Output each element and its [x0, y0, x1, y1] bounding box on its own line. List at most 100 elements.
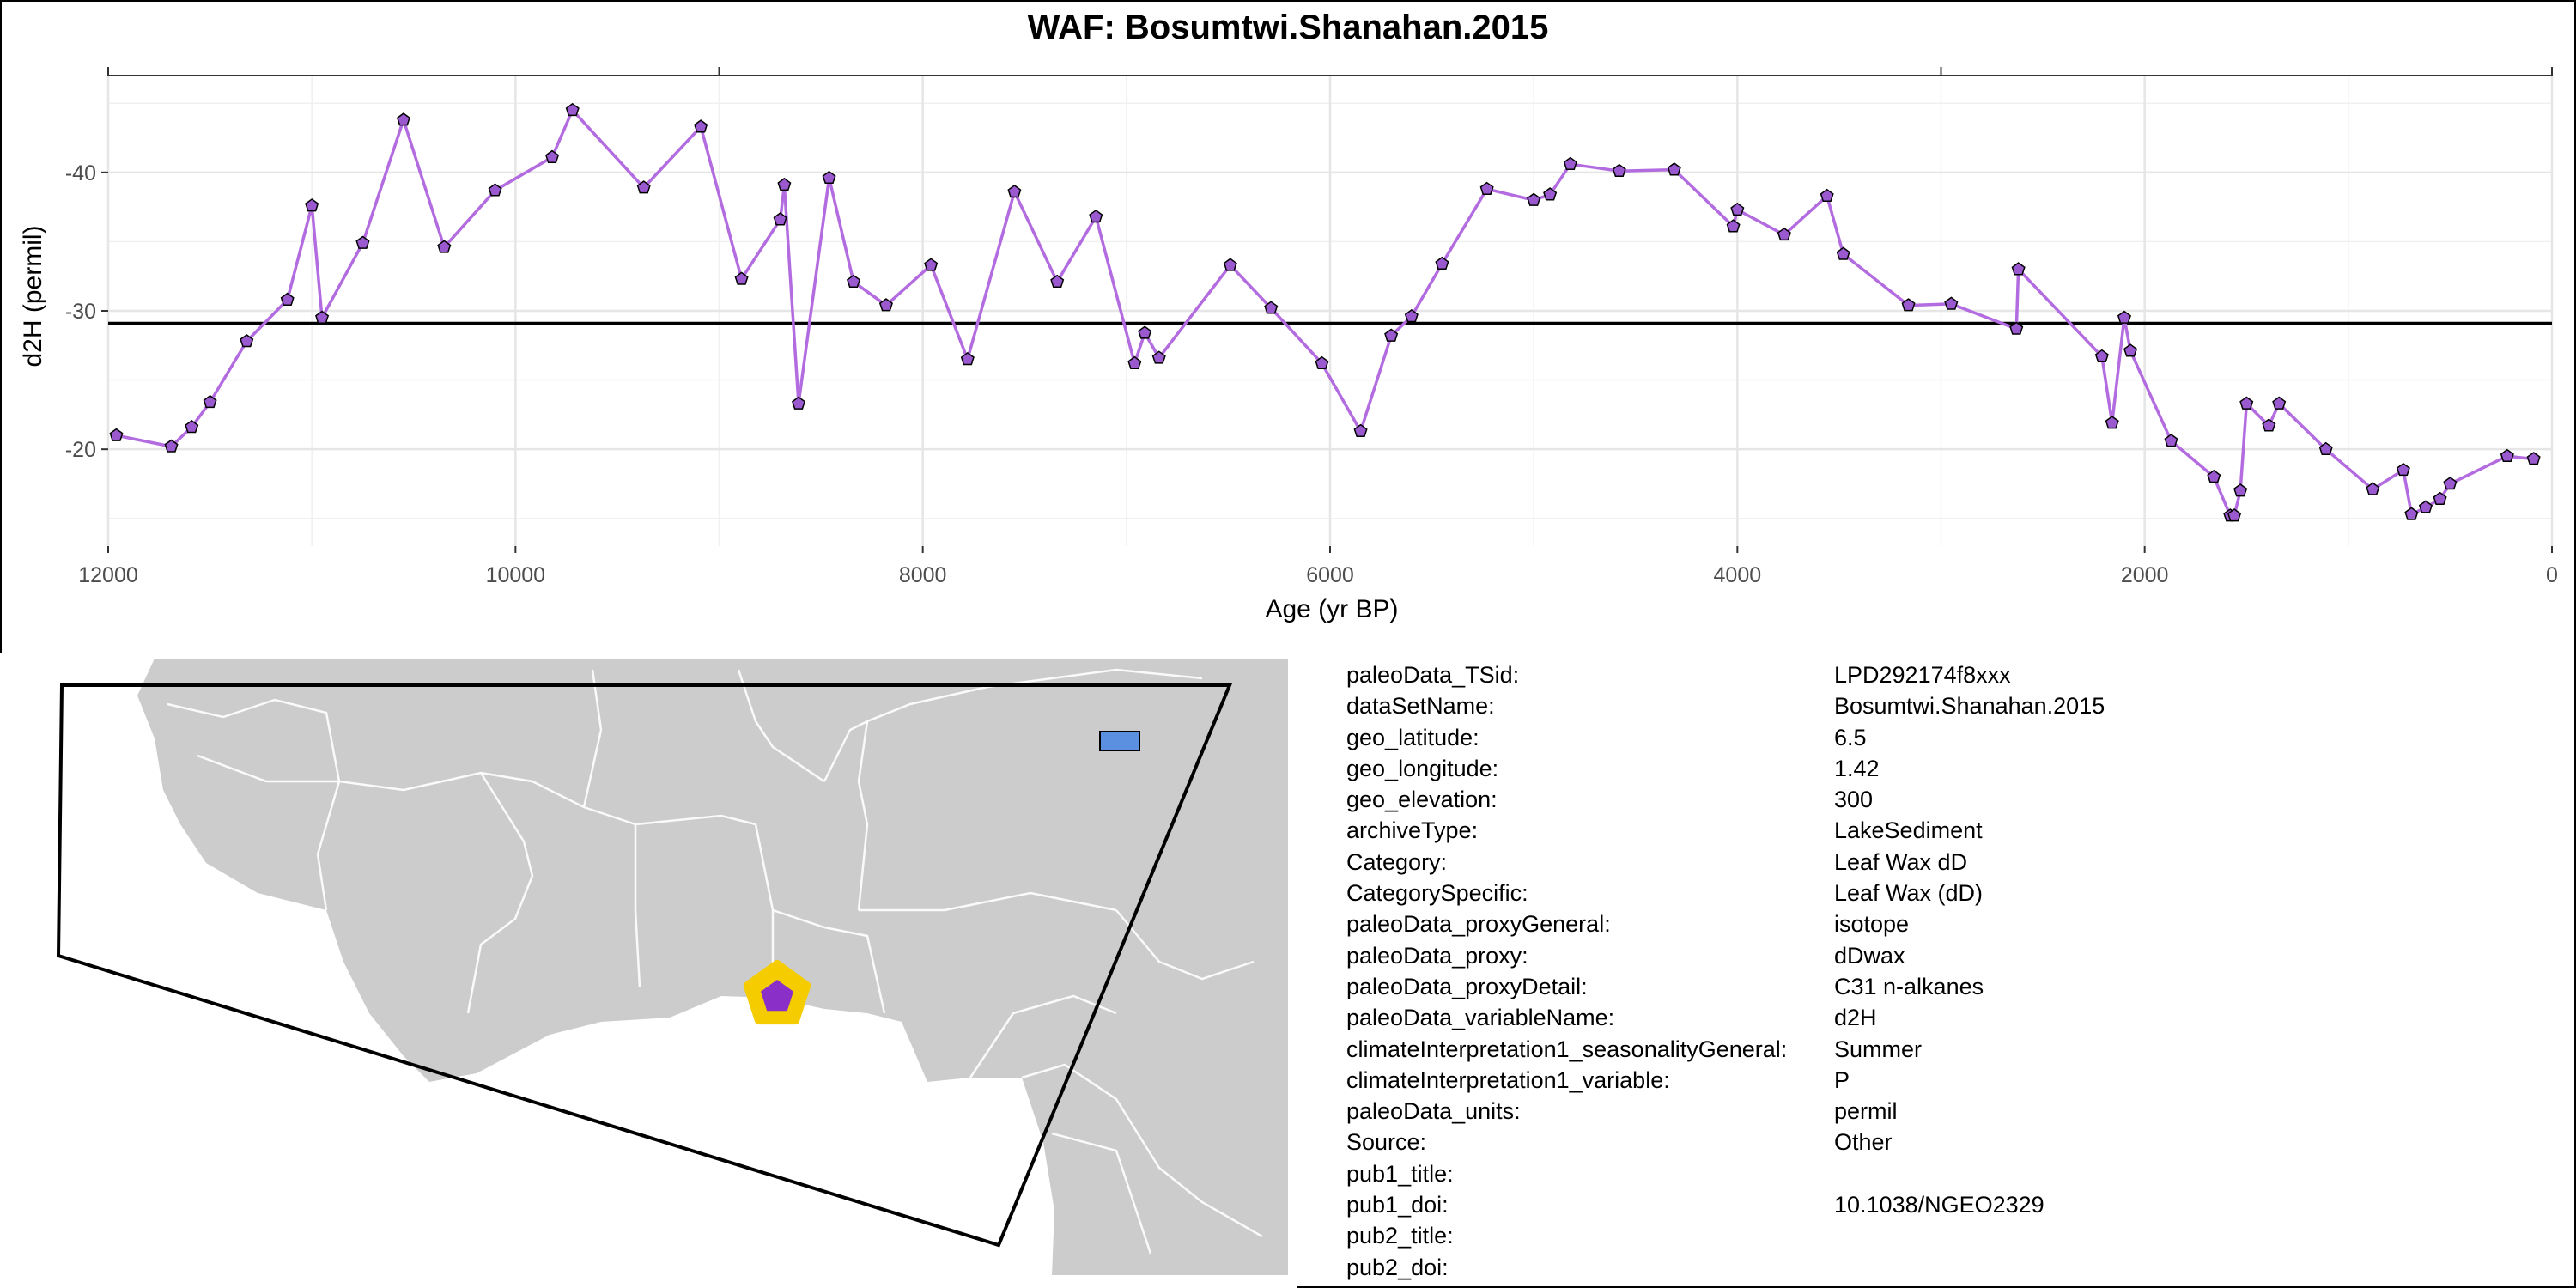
- y-axis-label: d2H (permil): [19, 225, 47, 367]
- data-point: [847, 274, 861, 288]
- metadata-key: paleoData_proxyDetail:: [1346, 973, 1588, 999]
- data-point: [1435, 256, 1449, 270]
- metadata-value: LPD292174f8xxx: [1834, 662, 2011, 688]
- metadata-value: LakeSediment: [1834, 817, 1983, 844]
- data-point: [1667, 162, 1681, 176]
- data-point: [2272, 396, 2287, 410]
- data-point: [185, 419, 199, 434]
- data-point: [545, 149, 560, 163]
- data-point: [2262, 418, 2276, 432]
- data-point: [2526, 452, 2541, 465]
- metadata-key: pub2_title:: [1346, 1223, 1454, 1249]
- metadata-value: isotope: [1834, 911, 1910, 938]
- data-point: [694, 119, 708, 133]
- metadata-key: pub1_title:: [1346, 1160, 1454, 1187]
- metadata-key: geo_elevation:: [1346, 787, 1498, 813]
- data-point: [1820, 188, 1834, 203]
- data-point: [1007, 184, 1022, 198]
- y-tick-label: -30: [65, 300, 96, 324]
- site-marker: [761, 980, 793, 1012]
- data-point: [2233, 483, 2248, 497]
- data-point: [280, 292, 295, 306]
- metadata-key: geo_latitude:: [1346, 724, 1479, 750]
- x-tick-label: 12000: [78, 563, 138, 587]
- chart-title: WAF: Bosumtwi.Shanahan.2015: [1027, 9, 1549, 46]
- data-point: [1944, 296, 1959, 310]
- data-point: [1127, 355, 1142, 370]
- data-point: [1223, 258, 1237, 271]
- site-map: [0, 653, 1297, 1288]
- data-point: [878, 298, 893, 312]
- metadata-key: Category:: [1346, 848, 1448, 875]
- data-point: [822, 170, 836, 185]
- data-point: [2207, 469, 2221, 483]
- data-point: [1089, 209, 1103, 223]
- x-tick-label: 0: [2546, 563, 2558, 587]
- data-point: [1353, 423, 1368, 438]
- data-point: [734, 271, 749, 285]
- data-point: [773, 212, 787, 226]
- metadata-key: paleoData_TSid:: [1346, 662, 1520, 688]
- data-point: [2318, 441, 2333, 455]
- data-point: [1404, 308, 1419, 323]
- data-point: [1836, 246, 1850, 260]
- data-point: [396, 112, 410, 126]
- data-point: [2404, 507, 2419, 520]
- metadata-value: 300: [1834, 787, 1874, 813]
- data-point: [792, 396, 805, 410]
- metadata-key: climateInterpretation1_seasonalityGenera…: [1346, 1036, 1788, 1062]
- metadata-key: pub2_doi:: [1346, 1254, 1449, 1280]
- y-tick-label: -40: [65, 161, 96, 185]
- data-point: [2227, 508, 2242, 522]
- data-point: [2123, 343, 2138, 357]
- data-point: [315, 310, 330, 324]
- metadata-key: geo_longitude:: [1346, 755, 1499, 781]
- metadata-value: permil: [1834, 1098, 1898, 1125]
- data-point: [1315, 355, 1329, 370]
- data-point: [1151, 350, 1166, 364]
- x-tick-label: 4000: [1714, 563, 1762, 587]
- metadata-key: archiveType:: [1346, 817, 1479, 844]
- metadata-value: P: [1834, 1066, 1850, 1093]
- data-point: [2433, 491, 2447, 506]
- data-point: [1384, 328, 1399, 342]
- data-point: [2418, 500, 2433, 513]
- data-point: [2239, 396, 2254, 410]
- metadata-value: Bosumtwi.Shanahan.2015: [1834, 693, 2105, 720]
- data-point: [2500, 448, 2514, 463]
- data-point: [1264, 301, 1279, 314]
- data-point: [636, 180, 651, 194]
- grid-cell-box: [1099, 731, 1140, 751]
- x-tick-label: 2000: [2121, 563, 2169, 587]
- data-point: [355, 235, 370, 249]
- data-point: [2009, 321, 2024, 335]
- data-point: [2094, 349, 2109, 363]
- data-point: [437, 240, 452, 253]
- metadata-value: d2H: [1834, 1005, 1877, 1031]
- data-point: [2366, 482, 2380, 495]
- x-axis-label: Age (yr BP): [1265, 595, 1398, 623]
- metadata-value: dDwax: [1834, 942, 1905, 969]
- data-point: [924, 258, 939, 271]
- data-point: [1543, 187, 1558, 201]
- metadata-value: Leaf Wax dD: [1834, 848, 1968, 875]
- timeseries-plot: 12000 10000 8000 6000 4000 2000 0 -40 -30 -20 Age…: [19, 67, 2558, 623]
- data-point: [960, 351, 975, 366]
- data-point: [164, 439, 179, 453]
- data-point: [1527, 192, 1541, 206]
- data-point: [240, 334, 254, 348]
- metadata-value: Summer: [1834, 1036, 1923, 1062]
- map-land-east: [1065, 859, 1288, 1275]
- data-point: [565, 102, 580, 117]
- metadata-key: paleoData_variableName:: [1346, 1005, 1615, 1031]
- data-point: [109, 428, 124, 441]
- metadata-key: pub1_doi:: [1346, 1192, 1449, 1218]
- region-outline: [56, 683, 1232, 1248]
- data-point: [488, 183, 502, 197]
- data-point: [1777, 227, 1791, 241]
- data-point: [2011, 262, 2026, 276]
- x-tick-label: 8000: [899, 563, 947, 587]
- data-point: [1050, 274, 1065, 288]
- data-point: [2164, 434, 2178, 447]
- data-point: [1479, 181, 1494, 195]
